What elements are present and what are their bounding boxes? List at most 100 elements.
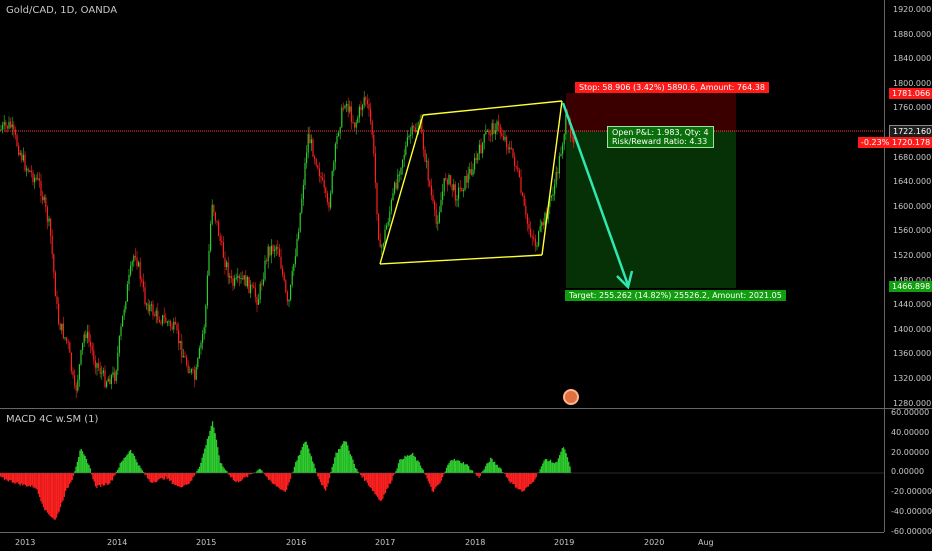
macd-bar — [493, 462, 494, 473]
macd-bar — [410, 455, 411, 473]
candle-body — [176, 324, 177, 330]
candle-body — [212, 205, 213, 224]
candle-body — [112, 372, 113, 375]
price-tick-label: 1800.000 — [893, 79, 931, 88]
macd-bar — [137, 462, 138, 473]
price-tick-label: 1400.000 — [893, 325, 931, 334]
macd-bar — [299, 455, 300, 473]
macd-bar — [341, 446, 342, 473]
candle-body — [450, 175, 451, 184]
macd-bar — [356, 469, 357, 473]
macd-bar — [329, 473, 330, 478]
macd-bar — [73, 473, 74, 476]
candle-body — [327, 193, 328, 202]
candle-body — [472, 169, 473, 175]
candle-body — [396, 183, 397, 189]
candle-body — [434, 201, 435, 209]
macd-bar — [533, 473, 534, 482]
macd-bar — [277, 473, 278, 487]
macd-bar — [68, 473, 69, 488]
macd-bar — [59, 473, 60, 512]
macd-bar — [198, 469, 199, 473]
macd-bar — [430, 473, 431, 487]
candle-body — [493, 123, 494, 134]
macd-histogram[interactable] — [0, 409, 884, 532]
candle-body — [101, 373, 102, 374]
candle-body — [183, 356, 184, 357]
macd-bar — [57, 473, 58, 514]
price-tick-label: 1880.000 — [893, 30, 931, 39]
price-chart[interactable] — [0, 0, 884, 408]
macd-bar — [25, 473, 26, 485]
macd-bar — [408, 456, 409, 473]
macd-bar — [103, 473, 104, 486]
macd-bar — [229, 473, 230, 475]
macd-bar — [105, 473, 106, 483]
time-tick-label: 2017 — [375, 538, 395, 547]
candle-body — [380, 240, 381, 248]
candle-body — [535, 239, 536, 246]
macd-bar — [560, 452, 561, 473]
macd-bar — [300, 450, 301, 473]
macd-bar — [407, 455, 408, 473]
macd-bar — [480, 473, 481, 476]
candle-body — [71, 353, 72, 371]
candle-body — [407, 137, 408, 145]
candle-body — [352, 122, 353, 123]
macd-pane[interactable] — [0, 409, 884, 532]
candle-body — [106, 382, 107, 387]
macd-bar — [147, 473, 148, 478]
candle-body — [32, 172, 33, 182]
candle-body — [314, 157, 315, 159]
macd-bar — [521, 473, 522, 492]
candle-body — [336, 136, 337, 144]
macd-bar — [231, 473, 232, 477]
pnl-label[interactable]: Open P&L: 1.983, Qty: 4 Risk/Reward Rati… — [607, 126, 714, 148]
broker-logo-icon[interactable] — [563, 389, 579, 405]
candle-body — [488, 131, 489, 135]
macd-bar — [365, 473, 366, 480]
price-chart-pane[interactable] — [0, 0, 884, 408]
target-label[interactable]: Target: 255.262 (14.82%) 25526.2, Amount… — [565, 290, 786, 301]
macd-bar — [348, 451, 349, 473]
macd-bar — [189, 473, 190, 484]
macd-bar — [53, 473, 54, 519]
macd-bar — [173, 473, 174, 484]
candle-body — [184, 356, 185, 357]
macd-bar — [47, 473, 48, 513]
macd-bar — [381, 473, 382, 501]
candle-body — [504, 137, 505, 140]
time-tick-label: 2019 — [554, 538, 574, 547]
candle-body — [376, 183, 377, 214]
stop-label[interactable]: Stop: 58.906 (3.42%) 5890.6, Amount: 764… — [575, 82, 769, 93]
candle-body — [200, 343, 201, 348]
candle-body — [322, 178, 323, 180]
candle-body — [39, 178, 40, 181]
candle-body — [264, 260, 265, 279]
candle-body — [474, 158, 475, 170]
macd-bar — [532, 473, 533, 483]
price-tick-label: 1320.000 — [893, 374, 931, 383]
macd-bar — [51, 473, 52, 517]
macd-bar — [212, 421, 213, 473]
macd-bar — [243, 473, 244, 477]
macd-bar — [412, 453, 413, 473]
candle-body — [324, 180, 325, 188]
macd-bar — [282, 473, 283, 490]
candle-body — [362, 105, 363, 110]
macd-bar — [177, 473, 178, 486]
candle-body — [172, 327, 173, 330]
candle-body — [221, 241, 222, 242]
macd-bar — [298, 456, 299, 473]
macd-bar — [52, 473, 53, 518]
macd-bar — [183, 473, 184, 486]
candle-body — [162, 315, 163, 323]
candle-body — [477, 154, 478, 161]
macd-bar — [109, 473, 110, 484]
macd-bar — [186, 473, 187, 485]
candle-body — [370, 109, 371, 121]
candle-body — [538, 231, 539, 245]
